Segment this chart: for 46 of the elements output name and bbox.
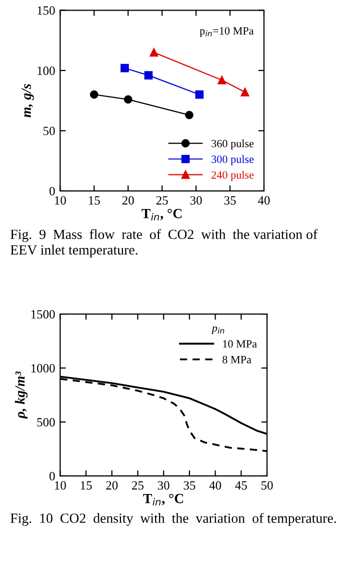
y-tick-label: 1500 — [31, 310, 55, 319]
y-axis-title: ρ, kg/m³ — [14, 371, 28, 419]
point — [185, 110, 194, 120]
x-tick-label: 20 — [122, 196, 134, 205]
legend-label: 8 MPa — [222, 356, 252, 364]
x-axis-title: T$_{in}$, °C — [142, 208, 182, 220]
x-tick-label: 20 — [106, 481, 118, 490]
point — [144, 71, 153, 80]
point — [90, 90, 98, 99]
x-tick-label: 30 — [158, 481, 170, 490]
point — [218, 76, 226, 84]
x-tick-label: 40 — [258, 196, 270, 205]
y-tick-label: 50 — [44, 126, 55, 136]
y-tick-label: 100 — [38, 66, 55, 75]
x-tick-label: 10 — [55, 196, 66, 205]
y-tick-label: 0 — [50, 472, 55, 480]
x-tick-label: 10 — [55, 481, 66, 490]
legend-label: 300 pulse — [212, 155, 254, 166]
x-axis-title: T$_{in}$, °C — [143, 494, 184, 506]
x-tick-label: 15 — [80, 481, 92, 490]
x-tick-label: 50 — [261, 481, 273, 490]
point — [150, 48, 158, 57]
legend-label: 240 pulse — [212, 170, 254, 181]
y-tick-label: 150 — [38, 6, 55, 15]
legend-label: 10 MPa — [223, 340, 257, 348]
x-tick-label: 45 — [235, 481, 247, 490]
x-tick-label: 35 — [184, 481, 196, 490]
point — [240, 88, 250, 96]
legend-label: 360 pulse — [212, 139, 254, 150]
x-tick-label: 35 — [224, 196, 236, 205]
point — [124, 95, 132, 104]
annotation: p$_{in}$=10 MPa — [200, 27, 254, 37]
y-tick-label: 500 — [37, 418, 55, 426]
y-tick-label: 1000 — [31, 364, 55, 372]
caption: Fig. 9 Mass flow rate of CO2 with the variation of EEV inlet temperature. — [10, 229, 318, 258]
y-axis-title: m, g/s — [22, 84, 34, 118]
point — [120, 64, 129, 72]
caption: Fig. 10 CO2 density with the variation of temperature. — [10, 513, 336, 526]
point — [195, 90, 204, 99]
legend-title: p$_{in}$ — [211, 326, 224, 334]
x-tick-label: 25 — [156, 196, 168, 205]
x-tick-label: 15 — [88, 196, 100, 205]
y-tick-label: 0 — [50, 186, 55, 196]
x-tick-label: 25 — [132, 481, 144, 490]
x-tick-label: 30 — [190, 196, 202, 205]
x-tick-label: 40 — [209, 481, 222, 490]
